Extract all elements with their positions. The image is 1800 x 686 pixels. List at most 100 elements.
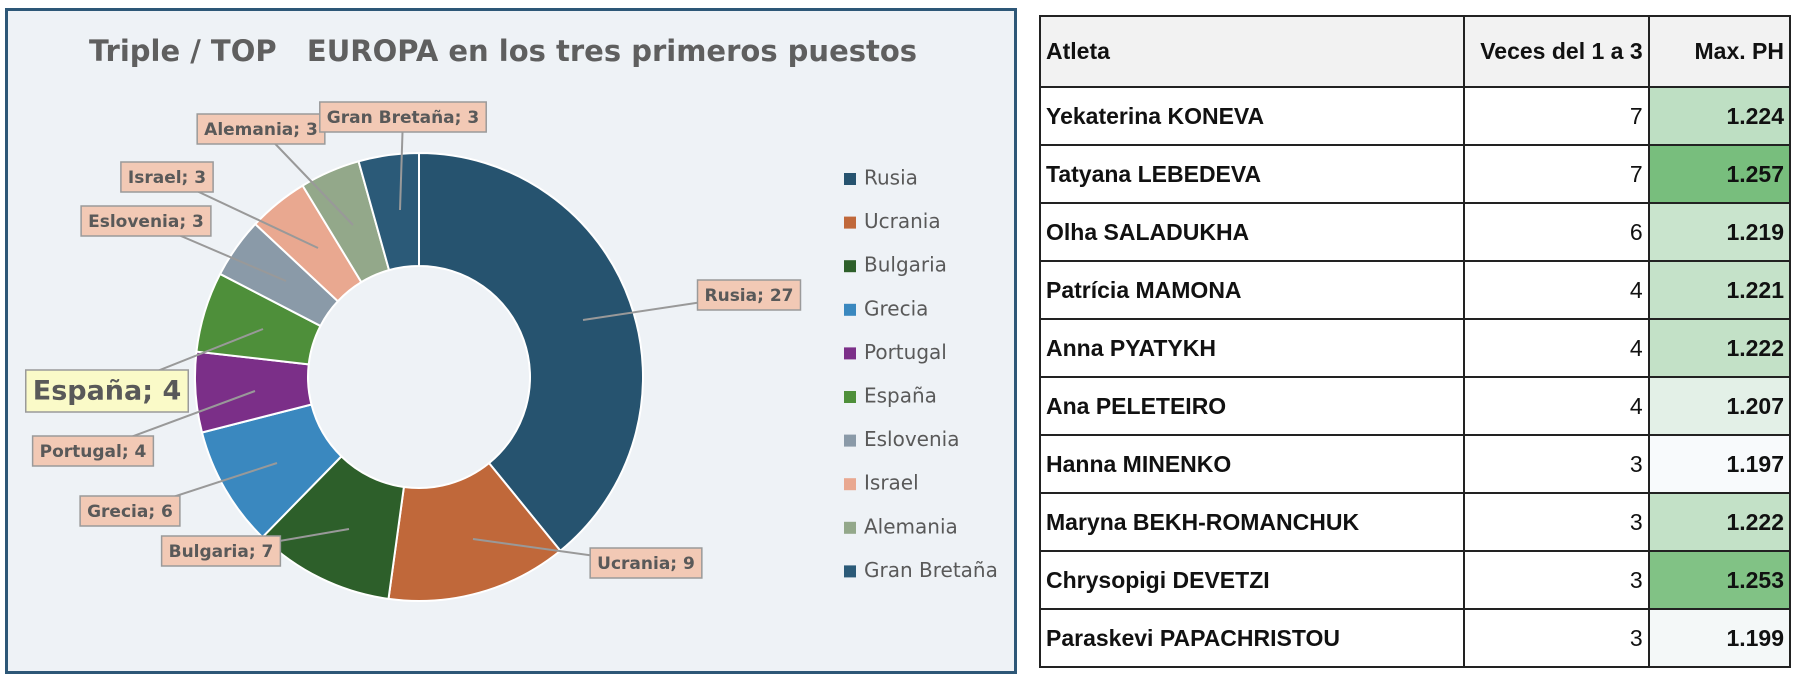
data-label-text: Israel; 3 xyxy=(128,168,206,188)
data-label-text: Rusia; 27 xyxy=(705,286,794,306)
table-cell: 4 xyxy=(1462,260,1650,320)
table-cell: 6 xyxy=(1462,202,1650,262)
table-cell: Hanna MINENKO xyxy=(1039,434,1465,494)
legend-label: Gran Bretaña xyxy=(864,558,998,582)
data-label-box xyxy=(80,205,212,237)
data-label-text: Grecia; 6 xyxy=(87,502,173,522)
data-label-text: Alemania; 3 xyxy=(204,120,318,140)
table-cell: 4 xyxy=(1462,318,1650,378)
data-label-box xyxy=(696,279,802,311)
table-cell: Yekaterina KONEVA xyxy=(1039,86,1465,146)
table-body: Yekaterina KONEVA 7 1.224 Tatyana LEBEDEVA 7… xyxy=(1039,86,1792,668)
data-label-box xyxy=(25,369,189,413)
table-row: Maryna BEKH-ROMANCHUK 3 1.222 xyxy=(1039,492,1792,552)
data-label-box xyxy=(79,495,181,527)
legend-label: España xyxy=(864,384,937,408)
table-row: Olha SALADUKHA 6 1.219 xyxy=(1039,202,1792,262)
data-label-text: Bulgaria; 7 xyxy=(169,542,274,562)
column-header: Max. PH xyxy=(1647,15,1792,88)
data-label-text: Ucrania; 9 xyxy=(597,554,695,574)
data-label: Grecia; 6 xyxy=(79,495,181,527)
table-cell: Chrysopigi DEVETZI xyxy=(1039,550,1465,610)
legend-label: Eslovenia xyxy=(864,427,959,451)
table-row: Ana PELETEIRO 4 1.207 xyxy=(1039,376,1792,436)
table-cell: 1.257 xyxy=(1647,144,1792,204)
table-cell: Olha SALADUKHA xyxy=(1039,202,1465,262)
legend-label: Portugal xyxy=(864,340,947,364)
table-cell: 7 xyxy=(1462,144,1650,204)
data-label-text: Gran Bretaña; 3 xyxy=(327,108,479,128)
legend-swatch xyxy=(844,434,856,447)
table-row: Hanna MINENKO 3 1.197 xyxy=(1039,434,1792,494)
data-label: Eslovenia; 3 xyxy=(80,205,212,237)
legend-label: Israel xyxy=(864,471,919,495)
legend-swatch xyxy=(844,260,856,273)
data-label-text: Eslovenia; 3 xyxy=(88,212,204,232)
legend-label: Ucrania xyxy=(864,209,941,233)
table-row: Chrysopigi DEVETZI 3 1.253 xyxy=(1039,550,1792,610)
table-cell: 1.197 xyxy=(1647,434,1792,494)
legend-swatch xyxy=(844,521,856,534)
table-cell: 1.199 xyxy=(1647,608,1792,668)
data-label-box xyxy=(589,547,703,579)
column-header: Atleta xyxy=(1039,15,1465,88)
legend-swatch xyxy=(844,303,856,316)
table-cell: 1.221 xyxy=(1647,260,1792,320)
chart: Triple / TOP EUROPA en los tres primeros… xyxy=(25,34,998,602)
table-cell: 1.222 xyxy=(1647,318,1792,378)
athlete-table: Atleta Veces del 1 a 3 Max. PH Yekaterina … xyxy=(1039,15,1792,668)
data-label: Gran Bretaña; 3 xyxy=(319,101,487,133)
table-cell: Paraskevi PAPACHRISTOU xyxy=(1039,608,1465,668)
legend-label: Bulgaria xyxy=(864,253,947,277)
table-cell: 3 xyxy=(1462,434,1650,494)
data-label-box xyxy=(319,101,487,133)
legend-label: Grecia xyxy=(864,296,928,320)
table-cell: 1.207 xyxy=(1647,376,1792,436)
table-cell: 7 xyxy=(1462,86,1650,146)
table-cell: 1.253 xyxy=(1647,550,1792,610)
table-cell: Maryna BEKH-ROMANCHUK xyxy=(1039,492,1465,552)
table-cell: 1.219 xyxy=(1647,202,1792,262)
table-cell: 3 xyxy=(1462,492,1650,552)
chart-title: Triple / TOP EUROPA en los tres primeros… xyxy=(89,34,917,68)
legend-label: Alemania xyxy=(864,514,958,538)
table-cell: 1.224 xyxy=(1647,86,1792,146)
data-label: Rusia; 27 xyxy=(696,279,802,311)
table-row: Yekaterina KONEVA 7 1.224 xyxy=(1039,86,1792,146)
table-cell: Patrícia MAMONA xyxy=(1039,260,1465,320)
table-cell: Tatyana LEBEDEVA xyxy=(1039,144,1465,204)
data-label: Israel; 3 xyxy=(120,161,214,193)
data-label: Portugal; 4 xyxy=(31,435,155,467)
data-label: Alemania; 3 xyxy=(196,113,326,145)
data-label: Ucrania; 9 xyxy=(589,547,703,579)
legend-swatch xyxy=(844,478,856,491)
data-label-box xyxy=(160,535,282,567)
data-label-text: Portugal; 4 xyxy=(40,442,147,462)
legend-swatch xyxy=(844,173,856,185)
data-label: Bulgaria; 7 xyxy=(160,535,282,567)
donut-slice xyxy=(357,151,420,272)
data-label-box xyxy=(196,113,326,145)
table-cell: 1.222 xyxy=(1647,492,1792,552)
data-label-box xyxy=(120,161,214,193)
table-cell: 3 xyxy=(1462,550,1650,610)
legend-swatch xyxy=(844,216,856,229)
table-cell: 4 xyxy=(1462,376,1650,436)
table-cell: 3 xyxy=(1462,608,1650,668)
donut-slice xyxy=(418,151,644,553)
legend-label: Rusia xyxy=(864,166,918,190)
legend-swatch xyxy=(844,565,856,578)
data-label-text: España; 4 xyxy=(33,376,182,407)
table-cell: Anna PYATYKH xyxy=(1039,318,1465,378)
table-row: Tatyana LEBEDEVA 7 1.257 xyxy=(1039,144,1792,204)
data-label-box xyxy=(31,435,155,467)
legend-swatch xyxy=(844,347,856,360)
header-row: Atleta Veces del 1 a 3 Max. PH xyxy=(1039,15,1792,88)
table-row: Patrícia MAMONA 4 1.221 xyxy=(1039,260,1792,320)
data-label: España; 4 xyxy=(25,369,189,413)
leader-line xyxy=(260,128,354,226)
table-row: Anna PYATYKH 4 1.222 xyxy=(1039,318,1792,378)
chart-panel: Triple / TOP EUROPA en los tres primeros… xyxy=(5,8,1017,674)
column-header: Veces del 1 a 3 xyxy=(1462,15,1650,88)
